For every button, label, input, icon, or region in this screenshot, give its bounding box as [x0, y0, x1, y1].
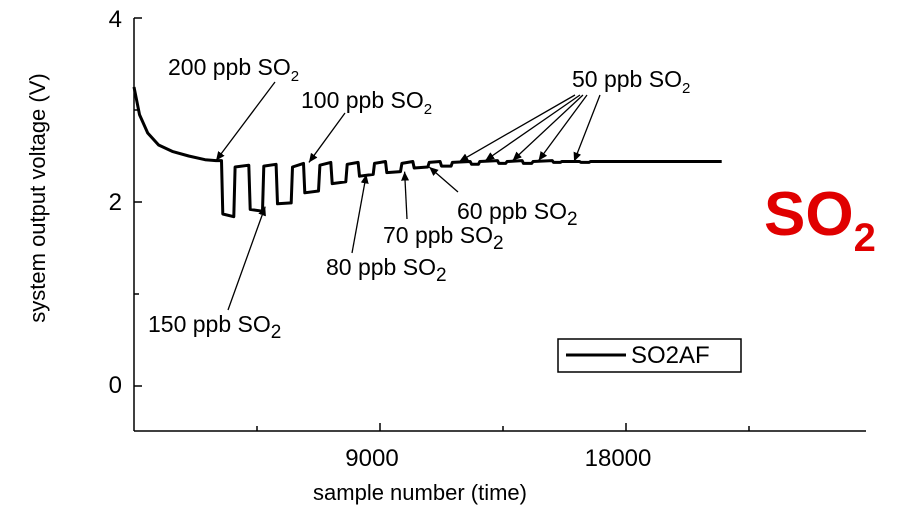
annotation-200ppb-sub: 2: [291, 68, 299, 85]
annotation-arrow-4-0: [401, 171, 410, 220]
annotation-100ppb-text: 100 ppb SO: [301, 87, 424, 113]
annotation-150ppb-text: 150 ppb SO: [148, 311, 271, 337]
annotation-arrow-2-4: [573, 94, 601, 162]
y-axis-title: system output voltage (V): [25, 73, 50, 322]
x-tick-label-18000: 18000: [585, 445, 652, 472]
annotation-60ppb: 60 ppb SO2: [457, 198, 578, 230]
annotation-70ppb-sub: 2: [493, 233, 504, 254]
annotation-50ppb-text: 50 ppb SO: [572, 66, 682, 92]
y-tick-label-4: 4: [109, 6, 122, 33]
annotation-70ppb: 70 ppb SO2: [383, 222, 504, 254]
annotation-150ppb-sub: 2: [271, 322, 282, 343]
annotation-50ppb-sub: 2: [682, 80, 690, 97]
annotation-80ppb-sub: 2: [436, 265, 447, 286]
annotation-arrow-2-0: [458, 94, 576, 163]
annotation-arrow-6-0: [227, 206, 266, 311]
annotation-150ppb: 150 ppb SO2: [148, 311, 281, 343]
annotation-70ppb-text: 70 ppb SO: [383, 222, 493, 248]
annotation-arrow-0-0: [215, 81, 276, 161]
annotation-arrow-2-3: [538, 94, 588, 161]
annotation-60ppb-text: 60 ppb SO: [457, 198, 567, 224]
overlay-label: SO2: [764, 184, 876, 260]
legend: SO2AF: [557, 338, 742, 373]
annotation-200ppb-text: 200 ppb SO: [168, 54, 291, 80]
x-tick-label-9000: 9000: [345, 445, 398, 472]
overlay-label-sub: 2: [853, 216, 876, 260]
y-tick-label-0: 0: [109, 372, 122, 399]
annotation-50ppb: 50 ppb SO2: [572, 66, 690, 97]
annotation-80ppb-text: 80 ppb SO: [326, 254, 436, 280]
annotation-arrow-3-0: [428, 166, 459, 193]
annotation-arrow-2-1: [484, 94, 581, 162]
annotation-arrows: [215, 81, 601, 311]
annotation-arrow-2-2: [512, 94, 584, 162]
y-tick-label-2: 2: [109, 189, 122, 216]
series-line-so2af: [132, 86, 722, 219]
annotation-60ppb-sub: 2: [567, 209, 578, 230]
legend-label-so2af: SO2AF: [631, 342, 710, 369]
annotation-100ppb-sub: 2: [424, 101, 432, 118]
annotation-100ppb: 100 ppb SO2: [301, 87, 432, 118]
overlay-label-text: SO: [764, 180, 854, 249]
x-axis-title: sample number (time): [313, 480, 527, 505]
annotation-200ppb: 200 ppb SO2: [168, 54, 299, 85]
axis-ticks: [134, 17, 750, 431]
annotation-arrow-1-0: [308, 112, 346, 163]
annotation-80ppb: 80 ppb SO2: [326, 254, 447, 286]
annotation-arrow-5-0: [351, 174, 369, 254]
